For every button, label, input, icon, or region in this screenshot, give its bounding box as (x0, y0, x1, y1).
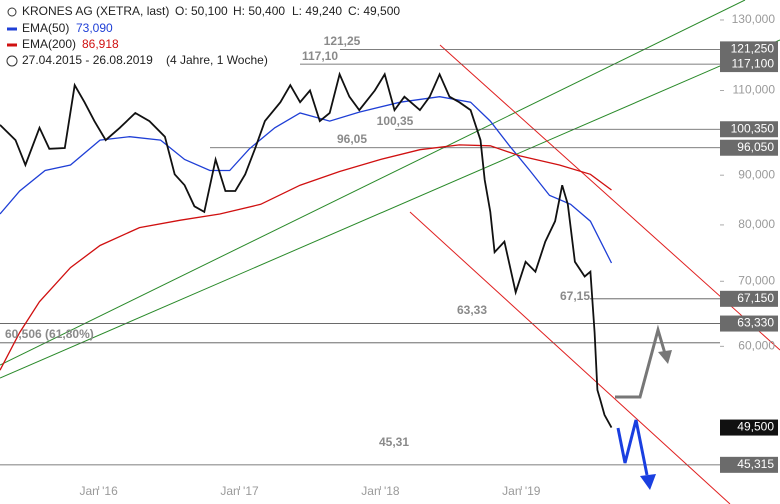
level-label: 117,100 (732, 56, 775, 70)
arrow-head (658, 350, 672, 364)
channel-line (409, 211, 731, 504)
y-tick-label: 80,000 (738, 217, 775, 231)
last-price-box (720, 419, 778, 436)
level-box (720, 41, 778, 58)
y-tick-label: 90,000 (738, 167, 775, 181)
x-tick-label: Jan '16 (79, 484, 118, 498)
level-box (720, 139, 778, 156)
ohlc: L: 49,240 (292, 4, 342, 18)
legend-entry: EMA(50) (22, 21, 69, 35)
ohlc: H: 50,400 (233, 4, 285, 18)
icon (7, 7, 17, 17)
forecast-arrow (616, 419, 649, 476)
level-note: 60,506 (61,80%) (5, 327, 94, 341)
legend-value: 86,918 (82, 37, 119, 51)
legend: KRONES AG (XETRA, last) O: 50,100 H: 50,… (6, 4, 400, 67)
y-tick-label: 130,000 (732, 12, 776, 26)
forecast-arrow (615, 324, 668, 399)
level-note: 117,10 (302, 49, 338, 63)
level-label: 100,350 (731, 121, 775, 135)
level-label: 45,315 (737, 457, 774, 471)
trend-line (0, 39, 780, 379)
last-price-label: 49,500 (737, 420, 774, 434)
trend-line (0, 0, 746, 366)
level-box (720, 121, 778, 138)
level-note: 45,31 (379, 435, 409, 449)
y-tick-label: 110,000 (733, 83, 776, 97)
level-box (720, 315, 778, 332)
y-tick-label: 70,000 (738, 273, 775, 287)
x-tick-label: Jan '19 (502, 484, 541, 498)
y-tick-label: 60,000 (738, 339, 775, 353)
level-note: 121,25 (324, 34, 361, 48)
legend-value: 73,090 (76, 21, 113, 35)
period: 27.04.2015 - 26.08.2019 (22, 53, 153, 67)
period-note: (4 Jahre, 1 Woche) (166, 53, 268, 67)
ohlc: C: 49,500 (348, 4, 400, 18)
level-label: 63,330 (737, 316, 774, 330)
level-label: 96,050 (737, 140, 774, 154)
x-tick-label: Jan '18 (361, 484, 400, 498)
ema-line (0, 96, 613, 264)
ema-line (0, 144, 612, 371)
level-box (720, 56, 778, 73)
x-tick-label: Jan '17 (220, 484, 259, 498)
price-line (0, 71, 613, 429)
level-note: 100,35 (377, 114, 414, 128)
level-label: 121,250 (731, 42, 775, 56)
level-box (720, 456, 778, 473)
level-note: 63,33 (457, 303, 487, 317)
title: KRONES AG (XETRA, last) (22, 4, 169, 18)
level-box (720, 290, 778, 307)
legend-entry: EMA(200) (22, 37, 76, 51)
level-note: 67,15 (560, 289, 590, 303)
level-note: 96,05 (337, 132, 367, 146)
clock-icon (6, 55, 18, 67)
level-label: 67,150 (737, 291, 774, 305)
ohlc: O: 50,100 (175, 4, 228, 18)
arrow-head (640, 474, 656, 490)
